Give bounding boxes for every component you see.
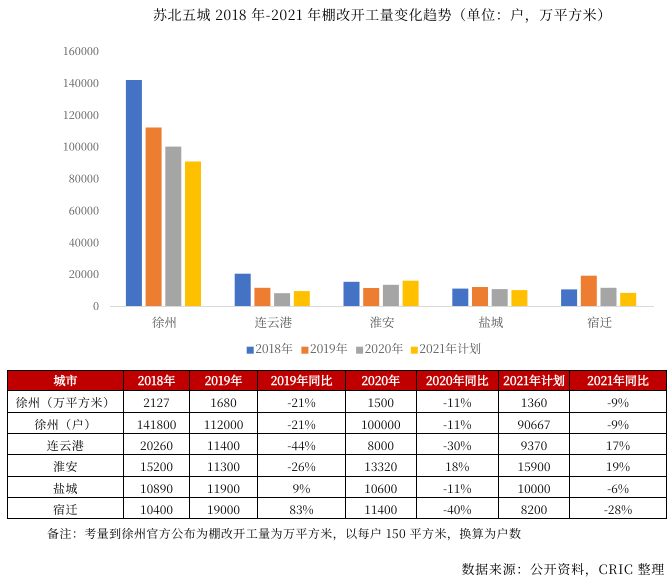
svg-text:2018年: 2018年 xyxy=(255,340,293,357)
svg-text:2021年计划: 2021年计划 xyxy=(419,340,481,357)
svg-text:淮安: 淮安 xyxy=(369,313,394,331)
svg-text:连云港: 连云港 xyxy=(254,313,292,331)
svg-text:盐城: 盐城 xyxy=(478,313,504,331)
svg-text:140000: 140000 xyxy=(63,75,99,91)
svg-text:2020年: 2020年 xyxy=(365,340,404,357)
svg-text:20000: 20000 xyxy=(69,266,99,282)
svg-text:100000: 100000 xyxy=(63,139,99,155)
svg-text:120000: 120000 xyxy=(63,107,99,123)
svg-text:2019年: 2019年 xyxy=(310,340,348,357)
svg-text:60000: 60000 xyxy=(69,203,99,219)
svg-text:40000: 40000 xyxy=(69,234,99,250)
svg-text:0: 0 xyxy=(93,298,99,314)
svg-text:160000: 160000 xyxy=(63,43,99,59)
svg-text:80000: 80000 xyxy=(69,171,99,187)
svg-text:宿迁: 宿迁 xyxy=(587,313,613,331)
svg-text:徐州: 徐州 xyxy=(152,313,177,331)
